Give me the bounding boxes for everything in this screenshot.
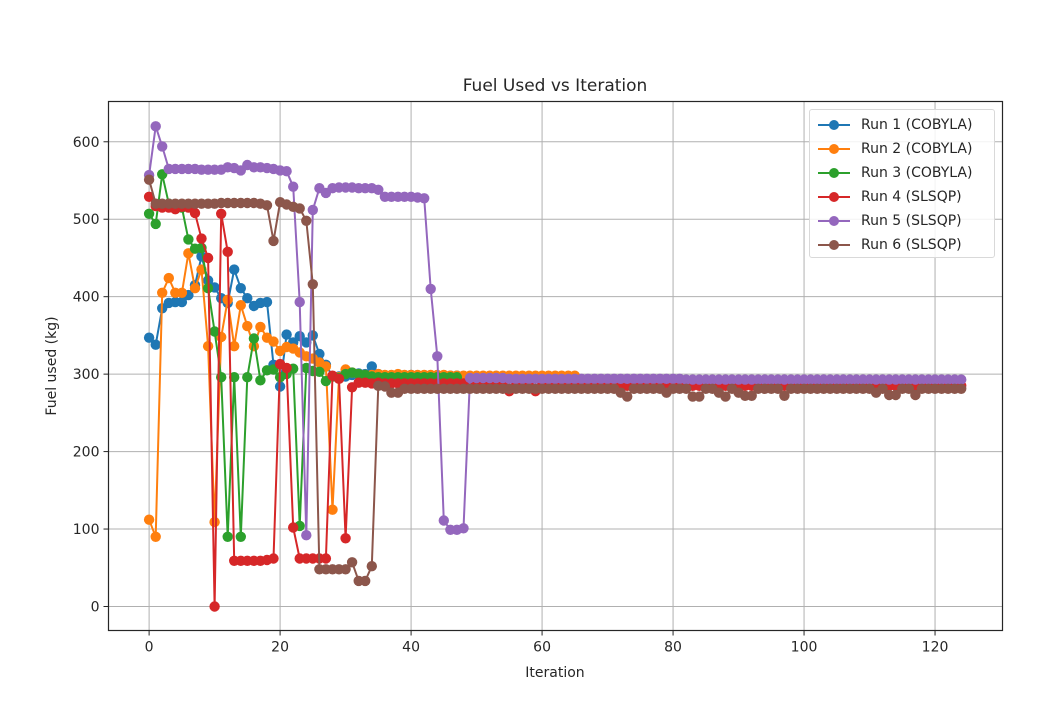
legend-label: Run 3 (COBYLA) — [861, 165, 973, 181]
legend: Run 1 (COBYLA) Run 2 (COBYLA) Run 3 (COB… — [809, 109, 995, 258]
legend-item-run-4[interactable]: Run 4 (SLSQP) — [818, 185, 994, 209]
x-tick-label: 20 — [271, 640, 289, 656]
y-tick-label: 300 — [73, 367, 100, 383]
legend-label: Run 4 (SLSQP) — [861, 189, 962, 205]
line-marker-icon — [818, 143, 850, 155]
y-tick-label: 200 — [73, 445, 100, 461]
y-axis-label: Fuel used (kg) — [44, 316, 60, 415]
x-tick-label: 0 — [145, 640, 154, 656]
legend-item-run-2[interactable]: Run 2 (COBYLA) — [818, 137, 994, 161]
chart-title: Fuel Used vs Iteration — [463, 76, 648, 96]
legend-item-run-5[interactable]: Run 5 (SLSQP) — [818, 209, 994, 233]
legend-item-run-6[interactable]: Run 6 (SLSQP) — [818, 233, 994, 257]
series-run-5 — [143, 121, 967, 541]
line-marker-icon — [818, 215, 850, 227]
legend-label: Run 2 (COBYLA) — [861, 141, 973, 157]
y-tick-label: 400 — [73, 290, 100, 306]
line-marker-icon — [818, 119, 850, 131]
y-tick-label: 600 — [73, 135, 100, 151]
axes-frame — [107, 100, 1004, 632]
x-tick-label: 100 — [791, 640, 818, 656]
legend-label: Run 6 (SLSQP) — [861, 237, 962, 253]
x-axis-label: Iteration — [525, 665, 584, 681]
legend-item-run-3[interactable]: Run 3 (COBYLA) — [818, 161, 994, 185]
x-tick-label: 80 — [664, 640, 682, 656]
y-tick-label: 100 — [73, 522, 100, 538]
x-tick-label: 60 — [533, 640, 551, 656]
legend-item-run-1[interactable]: Run 1 (COBYLA) — [818, 113, 994, 137]
legend-label: Run 1 (COBYLA) — [861, 117, 973, 133]
x-tick-label: 120 — [922, 640, 949, 656]
x-tick-label: 40 — [402, 640, 420, 656]
series-run-6 — [143, 174, 967, 587]
data-series — [143, 121, 967, 612]
line-marker-icon — [818, 167, 850, 179]
legend-label: Run 5 (SLSQP) — [861, 213, 962, 229]
y-tick-label: 0 — [91, 599, 100, 615]
x-axis-ticks: 0 20 40 60 80 100 120 — [145, 630, 949, 656]
y-tick-label: 500 — [73, 212, 100, 228]
line-marker-icon — [818, 191, 850, 203]
y-axis-ticks: 0 100 200 300 400 500 600 — [73, 135, 109, 615]
line-marker-icon — [818, 239, 850, 251]
